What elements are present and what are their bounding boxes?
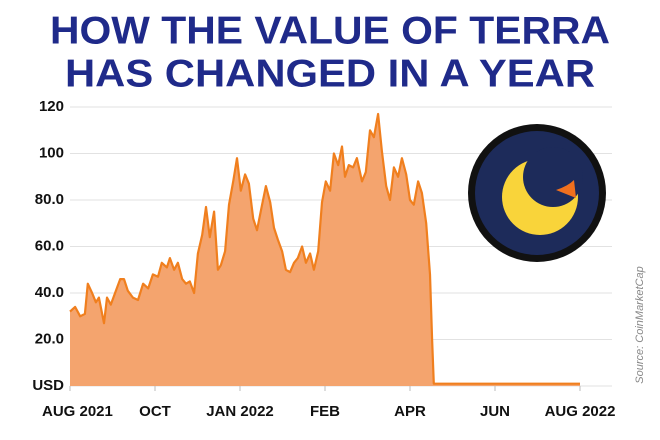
x-tick-label: JAN 2022 [206,403,274,420]
line [69,112,580,385]
area [70,114,580,386]
y-tick-label: USD [32,377,64,394]
x-tick-label: AUG 2022 [545,403,616,420]
terra-logo [468,124,606,262]
x-tick-label: JUN [480,403,510,420]
chart-title: HAS CHANGED IN A YEAR [65,52,595,95]
source-note: Source: CoinMarketCap [634,266,646,383]
x-tick-label: OCT [139,403,171,420]
x-tick-label: APR [394,403,426,420]
chart-title: HOW THE VALUE OF TERRA [50,9,610,52]
plot-area: USD 20.0 40.0 60.0 80.0 100 120 AUG 2021 OCT JAN … [32,98,615,420]
y-tick-label: 100 [39,144,64,161]
y-tick-label: 20.0 [35,330,64,347]
y-tick-label: 60.0 [35,237,64,254]
y-tick-label: 80.0 [35,191,64,208]
x-tick-label: FEB [310,403,340,420]
x-tick-label: AUG 2021 [42,403,113,420]
y-tick-label: 40.0 [35,284,64,301]
y-tick-label: 120 [39,98,64,115]
